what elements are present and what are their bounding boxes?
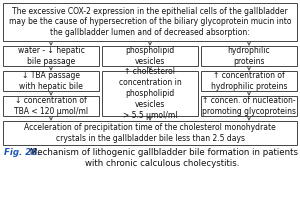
Text: ↓ concentration of
TBA < 120 μmol/ml: ↓ concentration of TBA < 120 μmol/ml — [14, 96, 88, 116]
FancyBboxPatch shape — [201, 96, 297, 116]
Text: The excessive COX-2 expression in the epithelial cells of the gallbladder
may be: The excessive COX-2 expression in the ep… — [9, 7, 291, 37]
FancyBboxPatch shape — [201, 46, 297, 66]
FancyBboxPatch shape — [201, 71, 297, 91]
Text: hydrophilic
proteins: hydrophilic proteins — [228, 46, 270, 66]
FancyBboxPatch shape — [102, 46, 198, 66]
Text: ↑ concentration of
hydrophilic proteins: ↑ concentration of hydrophilic proteins — [211, 71, 287, 91]
Text: ↑ concen. of nucleation-
promoting glycoproteins: ↑ concen. of nucleation- promoting glyco… — [202, 96, 296, 116]
Text: phospholipid
vesicles: phospholipid vesicles — [125, 46, 175, 66]
Text: Mechanism of lithogenic gallbladder bile formation in patients
with chronic calc: Mechanism of lithogenic gallbladder bile… — [27, 148, 298, 168]
FancyBboxPatch shape — [3, 46, 99, 66]
Text: ↓ TBA passage
with hepatic bile: ↓ TBA passage with hepatic bile — [19, 71, 83, 91]
Text: ↑ cholesterol
concentration in
phospholipid
vesicles
> 5.5 μmol/ml: ↑ cholesterol concentration in phospholi… — [118, 67, 182, 119]
Text: water - ↓ hepatic
bile passage: water - ↓ hepatic bile passage — [18, 46, 84, 66]
FancyBboxPatch shape — [102, 71, 198, 116]
FancyBboxPatch shape — [3, 3, 297, 41]
Text: Fig. 28.: Fig. 28. — [4, 148, 40, 157]
FancyBboxPatch shape — [3, 71, 99, 91]
FancyBboxPatch shape — [3, 96, 99, 116]
FancyBboxPatch shape — [3, 121, 297, 145]
Text: Acceleration of precipitation time of the cholesterol monohydrate
crystals in th: Acceleration of precipitation time of th… — [24, 123, 276, 143]
